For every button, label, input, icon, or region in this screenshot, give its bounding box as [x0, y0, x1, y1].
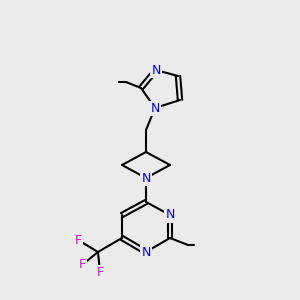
- Text: F: F: [96, 266, 103, 278]
- Text: F: F: [78, 259, 85, 272]
- Text: N: N: [165, 208, 175, 221]
- Text: N: N: [150, 101, 160, 115]
- Text: N: N: [141, 172, 151, 184]
- Text: F: F: [74, 233, 82, 247]
- Text: N: N: [151, 64, 161, 76]
- Text: N: N: [141, 245, 151, 259]
